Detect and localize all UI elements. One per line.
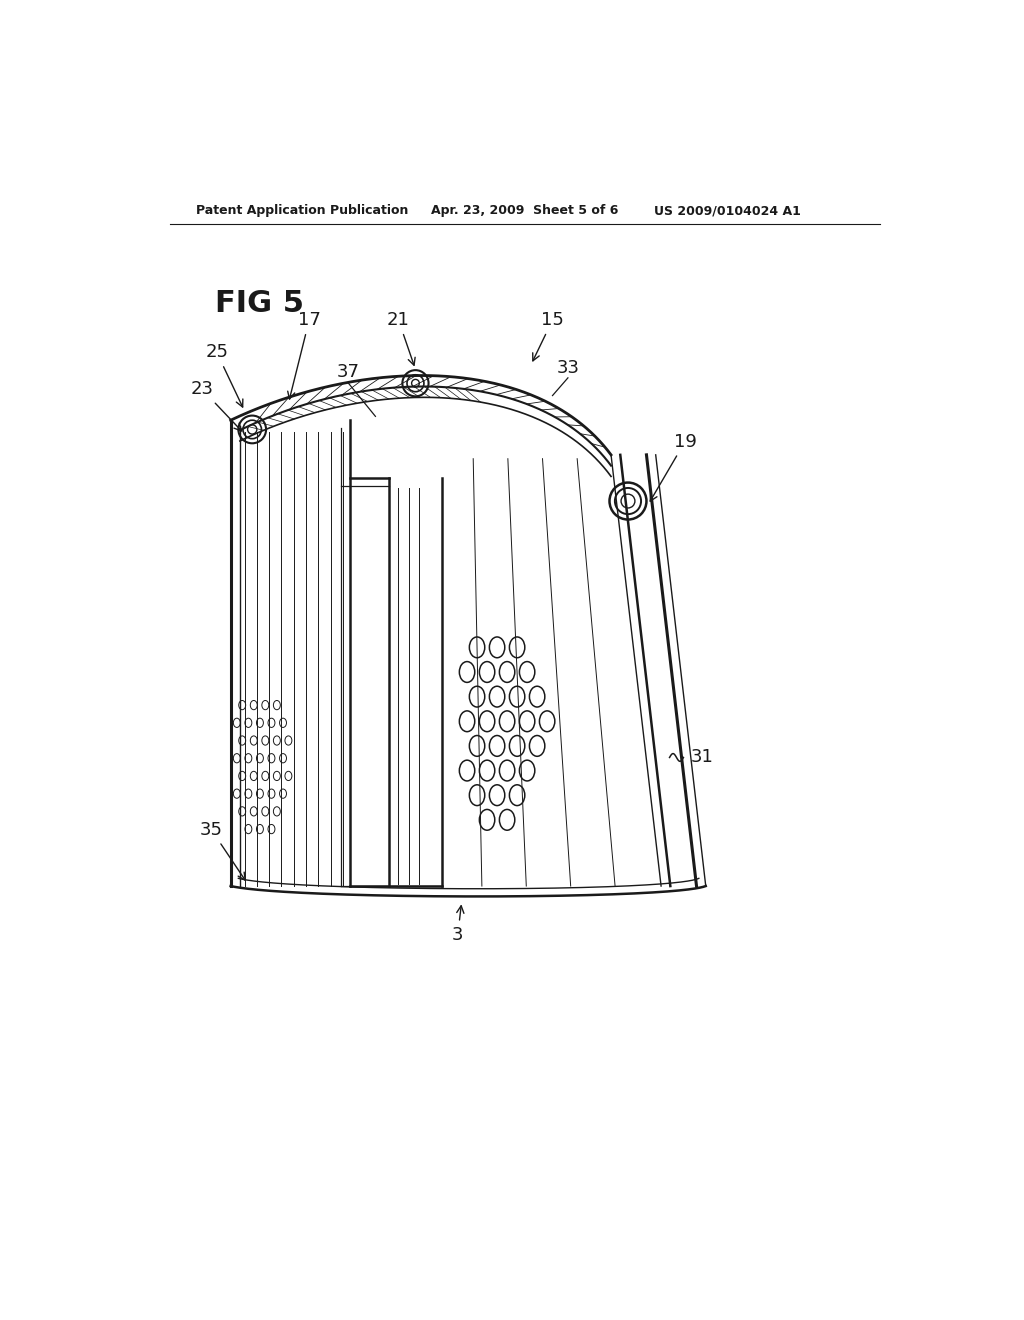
Text: 19: 19 bbox=[650, 433, 696, 502]
Text: 17: 17 bbox=[288, 312, 321, 399]
Text: 33: 33 bbox=[556, 359, 580, 376]
Text: 21: 21 bbox=[387, 312, 415, 366]
Text: US 2009/0104024 A1: US 2009/0104024 A1 bbox=[654, 205, 801, 218]
Text: FIG 5: FIG 5 bbox=[215, 289, 304, 318]
Text: 31: 31 bbox=[691, 748, 714, 767]
Text: 37: 37 bbox=[337, 363, 360, 381]
Text: 35: 35 bbox=[200, 821, 245, 880]
Text: 25: 25 bbox=[205, 343, 243, 407]
Text: Patent Application Publication: Patent Application Publication bbox=[196, 205, 409, 218]
Text: 23: 23 bbox=[190, 380, 242, 430]
Text: 15: 15 bbox=[532, 312, 564, 360]
Text: Apr. 23, 2009  Sheet 5 of 6: Apr. 23, 2009 Sheet 5 of 6 bbox=[431, 205, 618, 218]
Text: 3: 3 bbox=[452, 906, 464, 944]
